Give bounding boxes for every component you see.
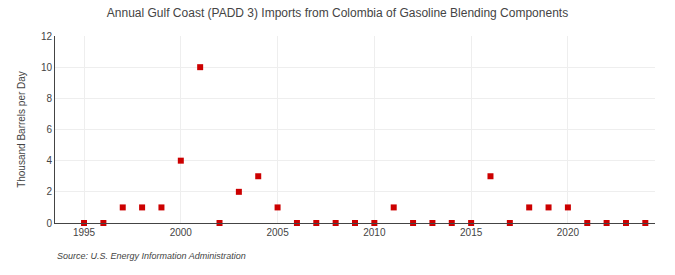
svg-text:Annual Gulf Coast (PADD 3) Imp: Annual Gulf Coast (PADD 3) Imports from … (107, 6, 568, 20)
svg-text:Source: U.S. Energy Informatio: Source: U.S. Energy Information Administ… (57, 251, 246, 261)
svg-text:2000: 2000 (170, 227, 193, 238)
svg-text:Thousand Barrels per Day: Thousand Barrels per Day (16, 71, 27, 188)
svg-text:2020: 2020 (557, 227, 580, 238)
svg-text:10: 10 (41, 62, 53, 73)
svg-text:0: 0 (46, 218, 52, 229)
svg-text:2015: 2015 (460, 227, 483, 238)
svg-text:6: 6 (46, 124, 52, 135)
svg-text:2005: 2005 (266, 227, 289, 238)
svg-text:2: 2 (46, 186, 52, 197)
svg-text:12: 12 (41, 31, 53, 42)
svg-text:8: 8 (46, 93, 52, 104)
svg-text:2010: 2010 (363, 227, 386, 238)
svg-text:1995: 1995 (73, 227, 96, 238)
svg-text:4: 4 (46, 155, 52, 166)
